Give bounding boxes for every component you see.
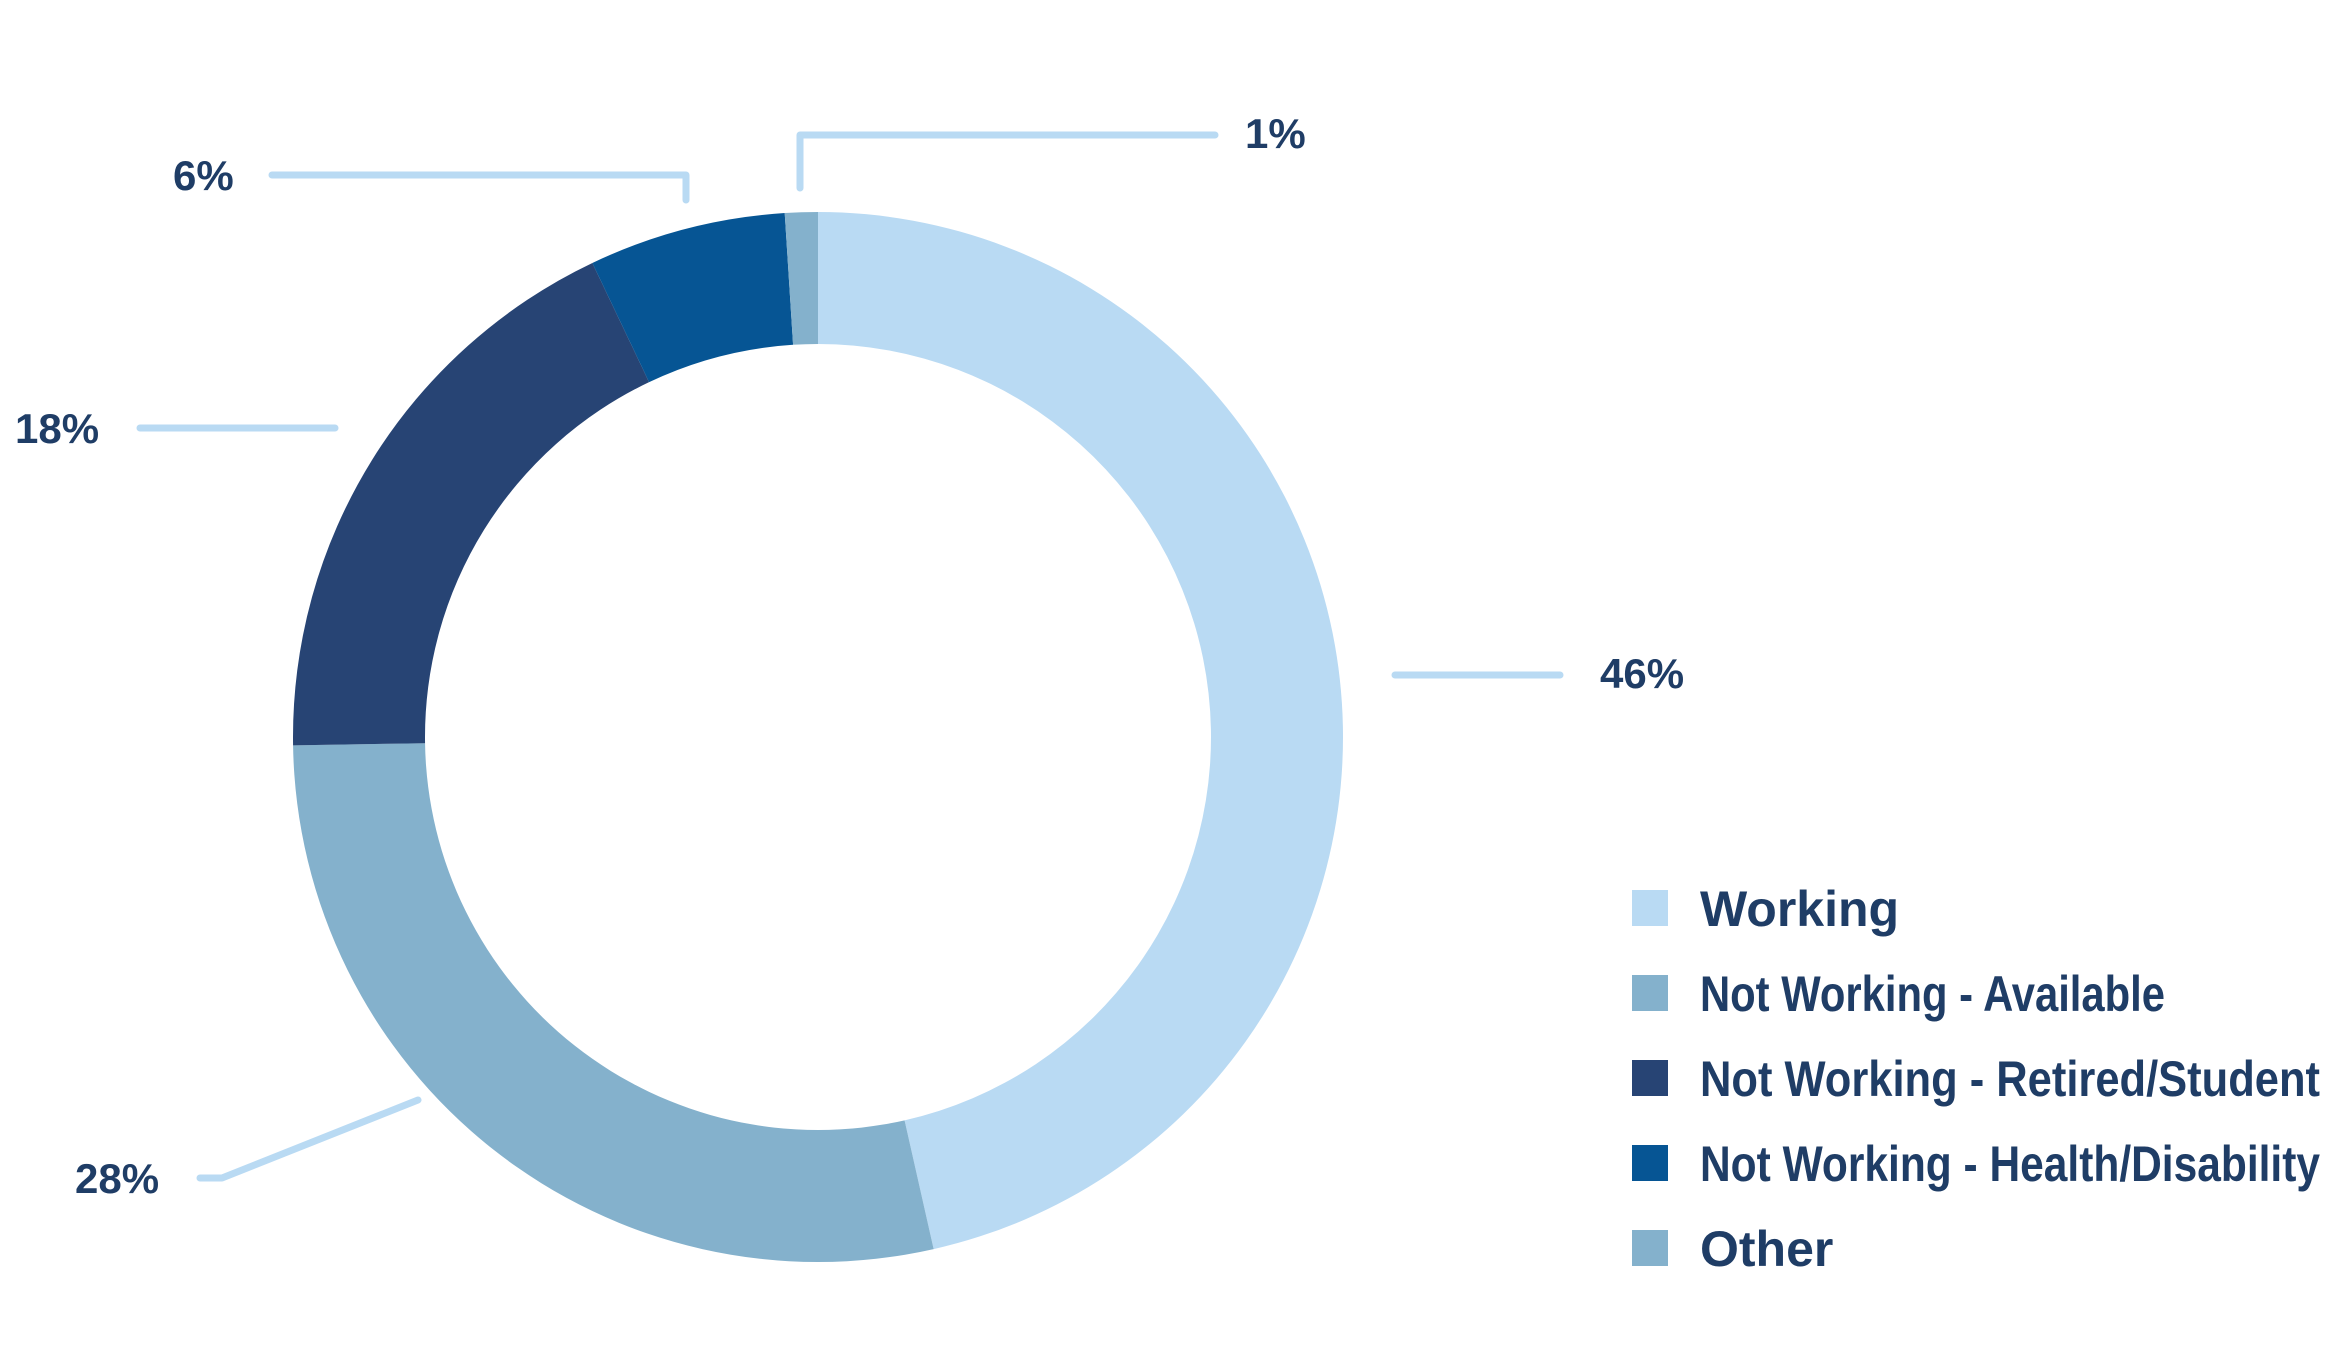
label-not-working-retired-student: 18% xyxy=(15,405,99,452)
legend: Working Not Working - Available Not Work… xyxy=(1632,881,2320,1277)
legend-label-other: Other xyxy=(1700,1221,1833,1277)
legend-label-not-working-available: Not Working - Available xyxy=(1700,966,2165,1022)
legend-label-working: Working xyxy=(1700,881,1899,937)
legend-label-not-working-retired-student: Not Working - Retired/Student xyxy=(1700,1051,2320,1107)
label-working: 46% xyxy=(1600,650,1684,697)
donut-slices xyxy=(293,212,1343,1262)
slice-not-working-available xyxy=(293,743,934,1262)
legend-swatch-working xyxy=(1632,890,1668,926)
legend-swatch-not-working-health-disability xyxy=(1632,1145,1668,1181)
label-not-working-health-disability: 6% xyxy=(173,152,234,199)
slice-other xyxy=(784,212,818,345)
percentage-labels: 46% 28% 18% 6% 1% xyxy=(15,110,1684,1202)
slice-not-working-health-disability xyxy=(592,213,794,383)
leader-line-not-working-health-disability xyxy=(268,171,690,204)
leader-line-not-working-available xyxy=(196,1096,422,1182)
label-not-working-available: 28% xyxy=(75,1155,159,1202)
leader-line-other xyxy=(796,131,1219,192)
slice-working xyxy=(818,212,1343,1250)
legend-swatch-not-working-retired-student xyxy=(1632,1060,1668,1096)
legend-swatch-not-working-available xyxy=(1632,975,1668,1011)
label-other: 1% xyxy=(1245,110,1306,157)
legend-swatch-other xyxy=(1632,1230,1668,1266)
legend-label-not-working-health-disability: Not Working - Health/Disability xyxy=(1700,1136,2320,1192)
slice-not-working-retired-student xyxy=(293,262,650,746)
leader-lines xyxy=(136,131,1564,1182)
